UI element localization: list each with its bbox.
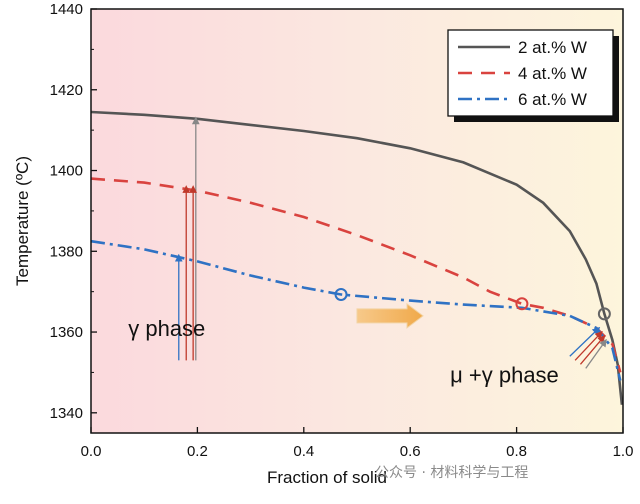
y-axis-label: Temperature (ºC)	[13, 156, 32, 286]
y-tick-label-4: 1420	[50, 82, 83, 99]
legend-label-1: 2 at.% W	[518, 38, 587, 57]
legend-box	[447, 29, 614, 117]
x-axis-label: Fraction of solid	[267, 468, 387, 487]
x-tick-label-2: 0.4	[293, 443, 314, 460]
mu-gamma-phase-label: μ +γ phase	[450, 363, 559, 388]
arrow-gray-right	[585, 338, 607, 369]
transition-marker-2	[515, 297, 529, 311]
arrow-red-right-1	[574, 330, 603, 361]
y-tick-label-2: 1380	[50, 243, 83, 260]
transition-marker-1	[334, 287, 348, 301]
solidification-direction-arrow	[356, 302, 424, 329]
x-tick-label-3: 0.6	[400, 443, 421, 460]
y-tick-label-3: 1400	[50, 163, 83, 180]
plot-frame	[90, 8, 624, 434]
y-tick-label-5: 1440	[50, 1, 83, 18]
x-tick-label-4: 0.8	[506, 443, 527, 460]
y-tick-label-0: 1340	[50, 405, 83, 422]
legend-label-2: 4 at.% W	[518, 64, 587, 83]
x-tick-label-0: 0.0	[81, 443, 102, 460]
watermark-text: 公众号 · 材料科学与工程	[375, 465, 529, 481]
series-line-1	[90, 110, 624, 405]
arrow-blue-right	[569, 326, 601, 357]
x-tick-label-1: 0.2	[187, 443, 208, 460]
gamma-phase-label: γ phase	[128, 316, 205, 341]
x-tick-label-5: 1.0	[613, 443, 634, 460]
series-line-2	[90, 177, 622, 373]
y-tick-label-1: 1360	[50, 324, 83, 341]
transition-marker-3	[597, 307, 611, 321]
legend-label-3: 6 at.% W	[518, 90, 587, 109]
